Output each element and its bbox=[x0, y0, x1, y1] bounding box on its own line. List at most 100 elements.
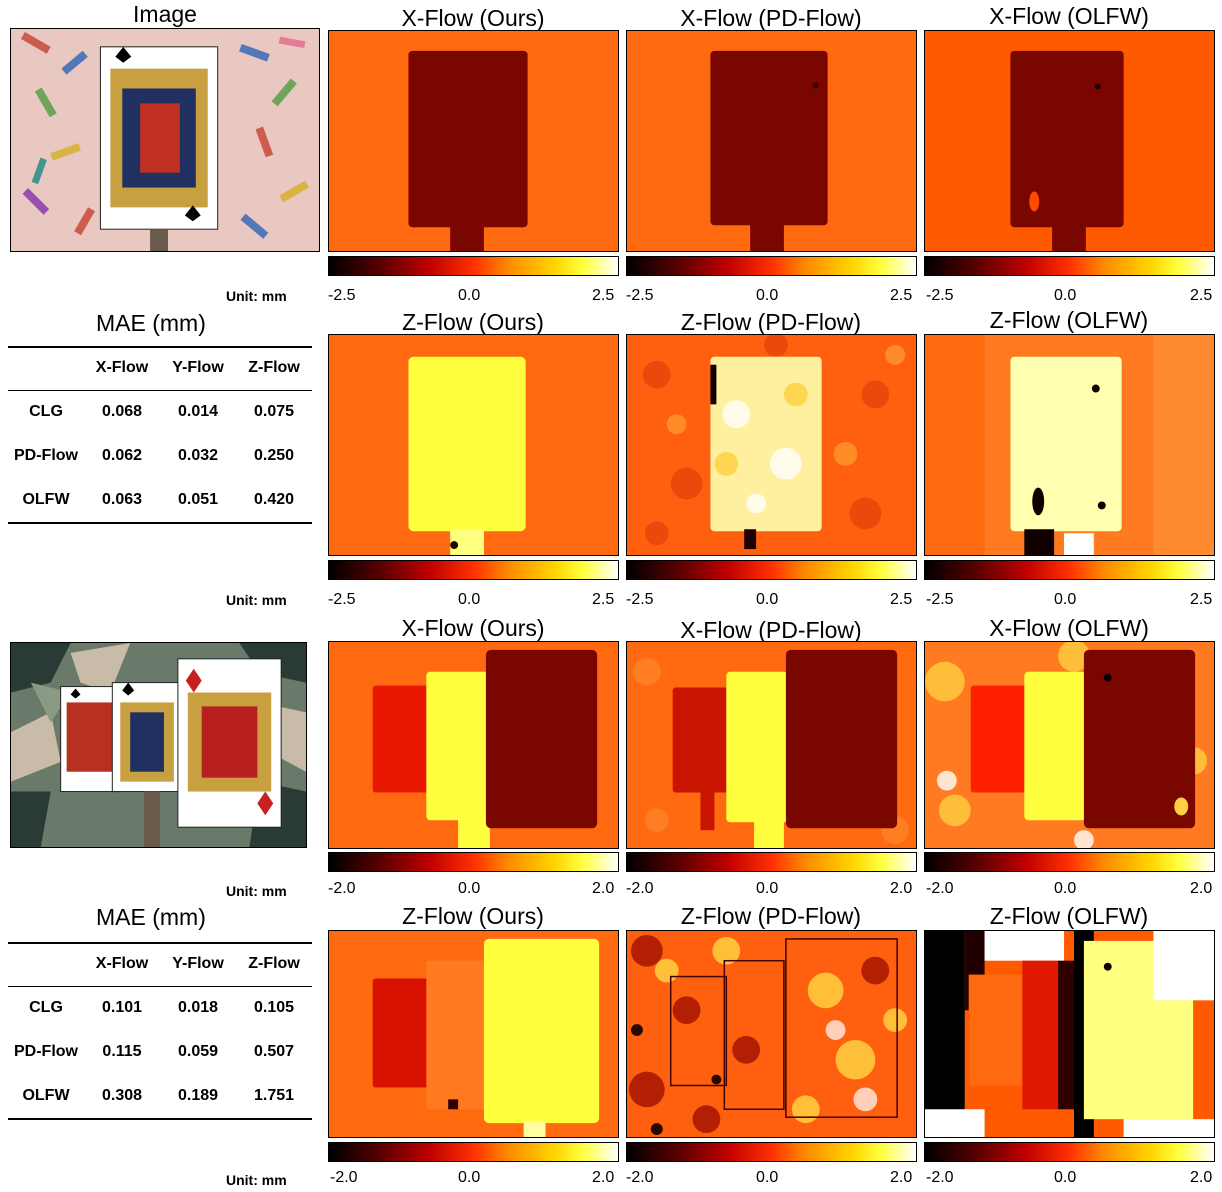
table-header-cell: Z-Flow bbox=[248, 955, 300, 972]
tick-max: 2.0 bbox=[1190, 1169, 1213, 1186]
table-row-label: OLFW bbox=[22, 1087, 70, 1104]
tick-min: -2.5 bbox=[626, 591, 654, 608]
table-cell: 0.105 bbox=[253, 999, 295, 1016]
panel-title: X-Flow (Ours) bbox=[401, 615, 545, 641]
tick-max: 2.5 bbox=[1190, 287, 1213, 304]
table-header-cell bbox=[8, 942, 84, 986]
table-cell: 0.063 bbox=[101, 491, 143, 508]
tick-mid: 0.0 bbox=[756, 880, 779, 897]
tick-mid: 0.0 bbox=[1054, 1169, 1077, 1186]
colorbar bbox=[924, 852, 1215, 872]
panel-title: Z-Flow (OLFW) bbox=[989, 307, 1149, 333]
tick-min: -2.5 bbox=[626, 287, 654, 304]
table-cell: 0.308 bbox=[101, 1087, 143, 1104]
mae-table: X-Flow Y-Flow Z-Flow CLG 0.068 0.014 0.0… bbox=[8, 346, 312, 522]
panel-title: Z-Flow (PD-Flow) bbox=[680, 309, 862, 335]
tick-mid: 0.0 bbox=[1054, 591, 1077, 608]
tick-mid: 0.0 bbox=[756, 287, 779, 304]
panel-title: Z-Flow (Ours) bbox=[402, 309, 544, 335]
flow-map-z-olfw bbox=[924, 334, 1215, 556]
colorbar bbox=[924, 256, 1215, 276]
table-cell: 0.032 bbox=[177, 447, 219, 464]
table-cell: 0.068 bbox=[101, 403, 143, 420]
unit-label: Unit: mm bbox=[226, 592, 287, 608]
tick-max: 2.5 bbox=[592, 287, 615, 304]
colorbar bbox=[626, 256, 917, 276]
panel-title: Z-Flow (PD-Flow) bbox=[680, 903, 862, 929]
image-title: Image bbox=[133, 1, 197, 27]
table-mid-rule bbox=[8, 390, 312, 391]
tick-max: 2.5 bbox=[890, 591, 913, 608]
table-row-label: CLG bbox=[29, 999, 63, 1016]
scene2-photo bbox=[10, 642, 307, 848]
tick-max: 2.5 bbox=[890, 287, 913, 304]
flow-map-x-olfw bbox=[924, 641, 1215, 849]
tick-min: -2.5 bbox=[926, 287, 954, 304]
table-header-cell: Y-Flow bbox=[172, 955, 224, 972]
mae-title: MAE (mm) bbox=[96, 310, 206, 336]
mae-table: X-Flow Y-Flow Z-Flow CLG 0.101 0.018 0.1… bbox=[8, 942, 312, 1118]
unit-label: Unit: mm bbox=[226, 288, 287, 304]
table-row-label: PD-Flow bbox=[14, 447, 78, 464]
tick-min: -2.5 bbox=[328, 287, 356, 304]
table-row-label: OLFW bbox=[22, 491, 70, 508]
panel-title: X-Flow (PD-Flow) bbox=[680, 617, 862, 643]
tick-min: -2.5 bbox=[328, 591, 356, 608]
tick-mid: 0.0 bbox=[458, 591, 481, 608]
table-header-cell: X-Flow bbox=[95, 955, 149, 972]
flow-map-x-olfw bbox=[924, 30, 1215, 252]
panel-title: X-Flow (OLFW) bbox=[989, 3, 1149, 29]
table-cell: 0.250 bbox=[253, 447, 295, 464]
panel-title: Z-Flow (Ours) bbox=[402, 903, 544, 929]
mae-title: MAE (mm) bbox=[96, 904, 206, 930]
flow-map-z-pdflow bbox=[626, 334, 917, 556]
table-cell: 0.189 bbox=[177, 1087, 219, 1104]
scene1-photo bbox=[10, 28, 320, 252]
table-row-label: PD-Flow bbox=[14, 1043, 78, 1060]
table-cell: 0.051 bbox=[177, 491, 219, 508]
tick-mid: 0.0 bbox=[1054, 880, 1077, 897]
table-cell: 0.115 bbox=[102, 1043, 142, 1060]
flow-map-x-pdflow bbox=[626, 30, 917, 252]
table-bottom-rule bbox=[8, 522, 312, 524]
table-cell: 0.507 bbox=[253, 1043, 295, 1060]
tick-min: -2.0 bbox=[926, 1169, 954, 1186]
tick-min: -2.0 bbox=[328, 880, 356, 897]
table-top-rule bbox=[8, 346, 312, 348]
tick-max: 2.5 bbox=[1190, 591, 1213, 608]
table-cell: 1.751 bbox=[253, 1087, 295, 1104]
tick-min: -2.0 bbox=[626, 1169, 654, 1186]
tick-mid: 0.0 bbox=[458, 880, 481, 897]
table-header-cell: X-Flow bbox=[95, 359, 149, 376]
colorbar bbox=[328, 256, 619, 276]
tick-mid: 0.0 bbox=[458, 1169, 481, 1186]
table-mid-rule bbox=[8, 986, 312, 987]
table-header-cell bbox=[8, 346, 84, 390]
colorbar bbox=[328, 852, 619, 872]
colorbar bbox=[924, 1142, 1215, 1162]
tick-max: 2.5 bbox=[592, 591, 615, 608]
tick-min: -2.0 bbox=[926, 880, 954, 897]
flow-map-z-ours bbox=[328, 334, 619, 556]
flow-map-z-olfw bbox=[924, 930, 1215, 1138]
tick-min: -2.5 bbox=[926, 591, 954, 608]
panel-title: X-Flow (PD-Flow) bbox=[680, 5, 862, 31]
table-cell: 0.014 bbox=[177, 403, 219, 420]
table-cell: 0.059 bbox=[177, 1043, 219, 1060]
table-header-cell: Y-Flow bbox=[172, 359, 224, 376]
tick-mid: 0.0 bbox=[1054, 287, 1077, 304]
flow-map-x-ours bbox=[328, 30, 619, 252]
table-top-rule bbox=[8, 942, 312, 944]
table-cell: 0.101 bbox=[101, 999, 143, 1016]
tick-max: 2.0 bbox=[592, 880, 615, 897]
panel-title: Z-Flow (OLFW) bbox=[989, 903, 1149, 929]
flow-map-x-pdflow bbox=[626, 641, 917, 849]
panel-title: X-Flow (OLFW) bbox=[989, 615, 1149, 641]
table-bottom-rule bbox=[8, 1118, 312, 1120]
tick-max: 2.0 bbox=[890, 1169, 913, 1186]
unit-label: Unit: mm bbox=[226, 1172, 287, 1188]
colorbar bbox=[626, 1142, 917, 1162]
tick-mid: 0.0 bbox=[756, 1169, 779, 1186]
tick-max: 2.0 bbox=[890, 880, 913, 897]
table-cell: 0.062 bbox=[101, 447, 143, 464]
